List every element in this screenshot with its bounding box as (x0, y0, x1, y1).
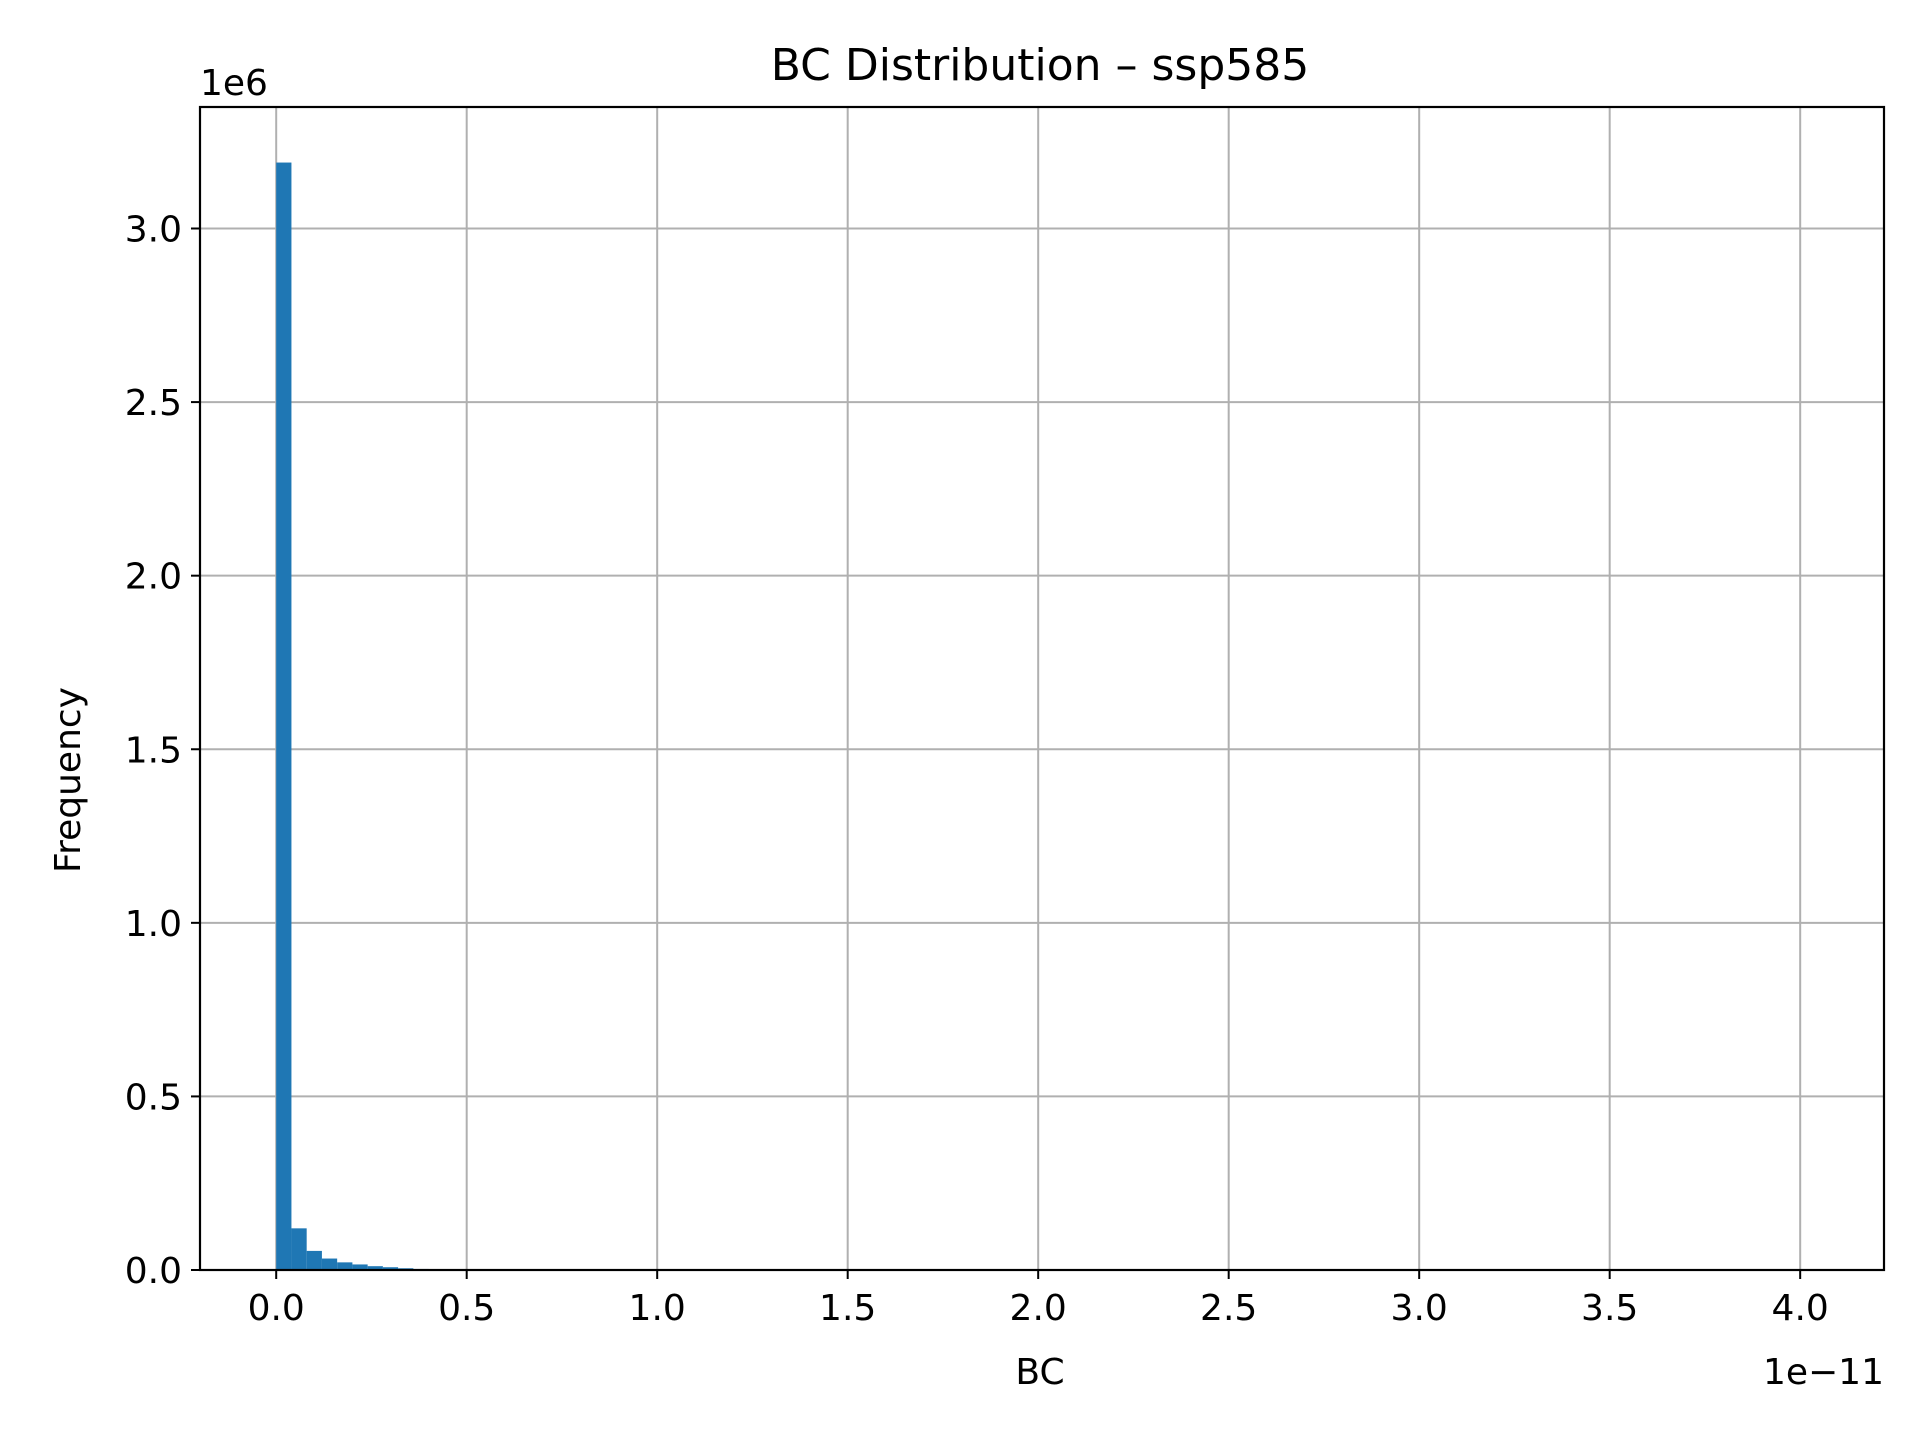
histogram-bars (276, 162, 460, 1270)
y-tick-label: 1.5 (125, 730, 182, 771)
y-tick-label: 2.0 (125, 557, 182, 598)
histogram-bar (306, 1250, 322, 1270)
histogram-bar (382, 1267, 399, 1270)
x-tick-label: 0.0 (248, 1288, 305, 1329)
x-tick-label: 1.5 (819, 1288, 876, 1329)
x-axis-offset-label: 1e−11 (1763, 1352, 1884, 1393)
plot-frame (198, 105, 1886, 1272)
histogram-bar (352, 1264, 368, 1270)
y-axis-label: Frequency (48, 687, 89, 873)
axis-ticks: 0.0 0.5 1.0 1.5 2.0 2.5 3.0 3.5 4.0 0.0 0.5 1.0 1.5 2… (125, 210, 1829, 1329)
x-tick-label: 4.0 (1772, 1288, 1829, 1329)
histogram-bar (337, 1262, 353, 1270)
histogram-bar (321, 1258, 338, 1270)
x-tick-label: 2.5 (1200, 1288, 1257, 1329)
y-tick-label: 1.0 (125, 904, 182, 945)
y-tick-label: 3.0 (125, 210, 182, 251)
histogram-bar (367, 1266, 383, 1270)
x-tick-label: 1.0 (629, 1288, 686, 1329)
chart-title: BC Distribution – ssp585 (771, 40, 1310, 91)
y-tick-label: 0.0 (125, 1251, 182, 1292)
histogram-bar (276, 162, 292, 1270)
y-axis-offset-label: 1e6 (200, 63, 268, 104)
x-tick-label: 0.5 (438, 1288, 495, 1329)
histogram-bar (291, 1228, 307, 1270)
x-axis-label: BC (1015, 1352, 1064, 1393)
y-tick-label: 2.5 (125, 383, 182, 424)
x-tick-label: 3.0 (1391, 1288, 1448, 1329)
x-tick-label: 3.5 (1581, 1288, 1638, 1329)
x-tick-label: 2.0 (1010, 1288, 1067, 1329)
y-tick-label: 0.5 (125, 1077, 182, 1118)
